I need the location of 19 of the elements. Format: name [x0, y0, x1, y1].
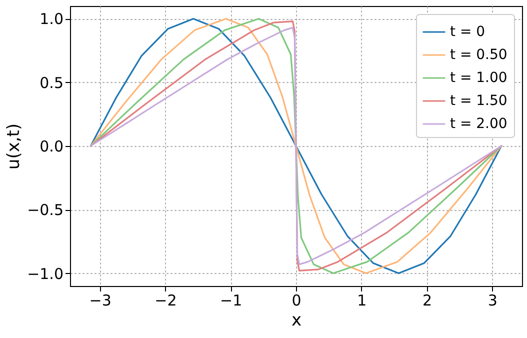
y-tick-label: 1.0 [40, 10, 64, 28]
legend-label: t = 0 [450, 24, 486, 40]
x-tick-label: −1 [220, 292, 242, 310]
x-axis-title: x [291, 310, 302, 330]
legend-label: t = 1.50 [450, 93, 508, 109]
x-tick-label: −3 [89, 292, 112, 310]
x-tick-label: 1 [357, 292, 367, 310]
x-tick-label: 0 [292, 292, 302, 310]
legend-label: t = 2.00 [450, 116, 508, 132]
legend-label: t = 1.00 [450, 70, 508, 86]
x-tick-label: 2 [422, 292, 432, 310]
x-tick-label: 3 [488, 292, 498, 310]
y-tick-label: 0.0 [40, 138, 64, 156]
y-tick-label: 0.5 [40, 74, 64, 92]
x-tick-label: −2 [154, 292, 177, 310]
y-axis-title: u(x,t) [4, 123, 24, 170]
legend-label: t = 0.50 [450, 47, 508, 63]
y-tick-label: −0.5 [27, 201, 64, 220]
y-tick-label: −1.0 [27, 264, 64, 283]
